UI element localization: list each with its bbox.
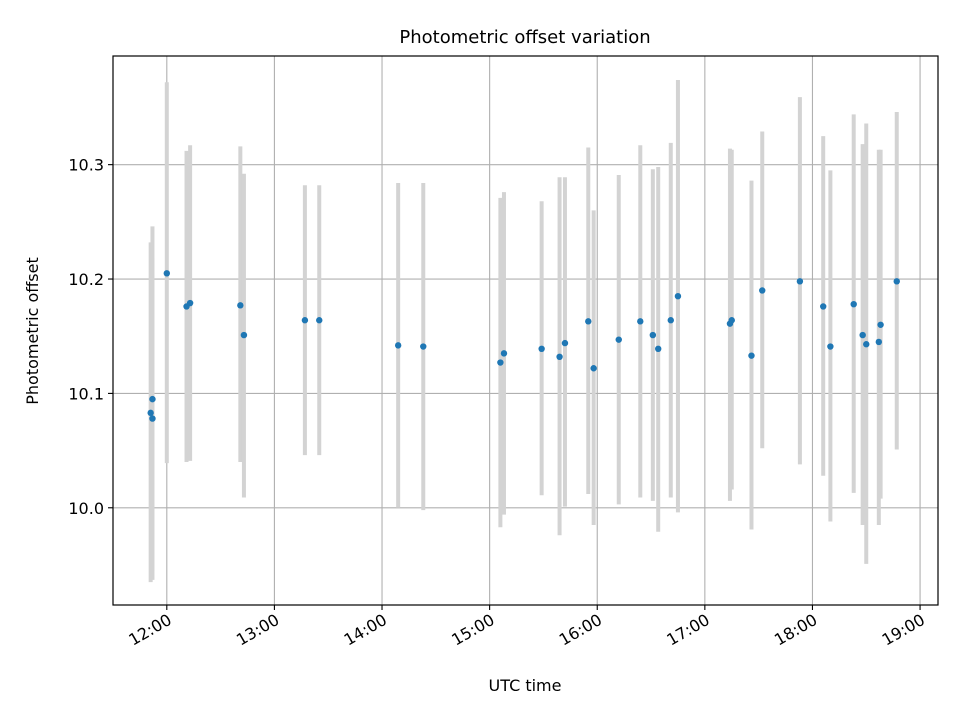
y-tick-label: 10.3: [68, 156, 104, 175]
data-point: [147, 409, 154, 417]
data-point: [615, 336, 622, 343]
point-layer: [147, 270, 900, 422]
chart-title: Photometric offset variation: [399, 27, 650, 48]
data-point: [590, 365, 597, 372]
data-point: [674, 292, 682, 300]
data-point: [316, 317, 323, 324]
data-point: [728, 317, 735, 324]
data-point: [859, 331, 866, 339]
data-point: [820, 303, 827, 310]
data-point: [637, 318, 644, 325]
data-point: [649, 331, 657, 339]
y-tick-label: 10.2: [68, 270, 104, 289]
data-point: [850, 300, 857, 308]
data-point: [163, 270, 171, 277]
data-point: [585, 318, 592, 325]
data-point: [149, 415, 156, 422]
data-point: [655, 345, 662, 352]
data-point: [748, 352, 755, 359]
data-point: [420, 343, 427, 350]
data-point: [497, 359, 504, 366]
data-point: [538, 345, 545, 352]
data-point: [556, 353, 563, 361]
data-point: [394, 342, 402, 349]
data-point: [240, 331, 248, 339]
y-axis-ticks: 10.0 10.1 10.2 10.3: [68, 156, 113, 518]
y-tick-label: 10.1: [68, 384, 104, 403]
data-point: [186, 299, 194, 307]
x-axis-label: UTC time: [489, 676, 562, 695]
data-point: [796, 278, 804, 285]
data-point: [149, 395, 156, 403]
data-point: [237, 302, 244, 309]
data-point: [561, 339, 569, 347]
data-point: [893, 278, 900, 285]
data-point: [875, 338, 883, 346]
data-point: [500, 350, 508, 357]
y-tick-label: 10.0: [68, 499, 104, 518]
data-point: [827, 343, 834, 350]
data-point: [759, 287, 766, 294]
data-point: [667, 317, 674, 324]
data-point: [877, 321, 884, 328]
data-point: [863, 341, 870, 348]
y-axis-label: Photometric offset: [23, 257, 42, 405]
plot-frame: [112, 55, 939, 606]
data-point: [301, 317, 309, 324]
